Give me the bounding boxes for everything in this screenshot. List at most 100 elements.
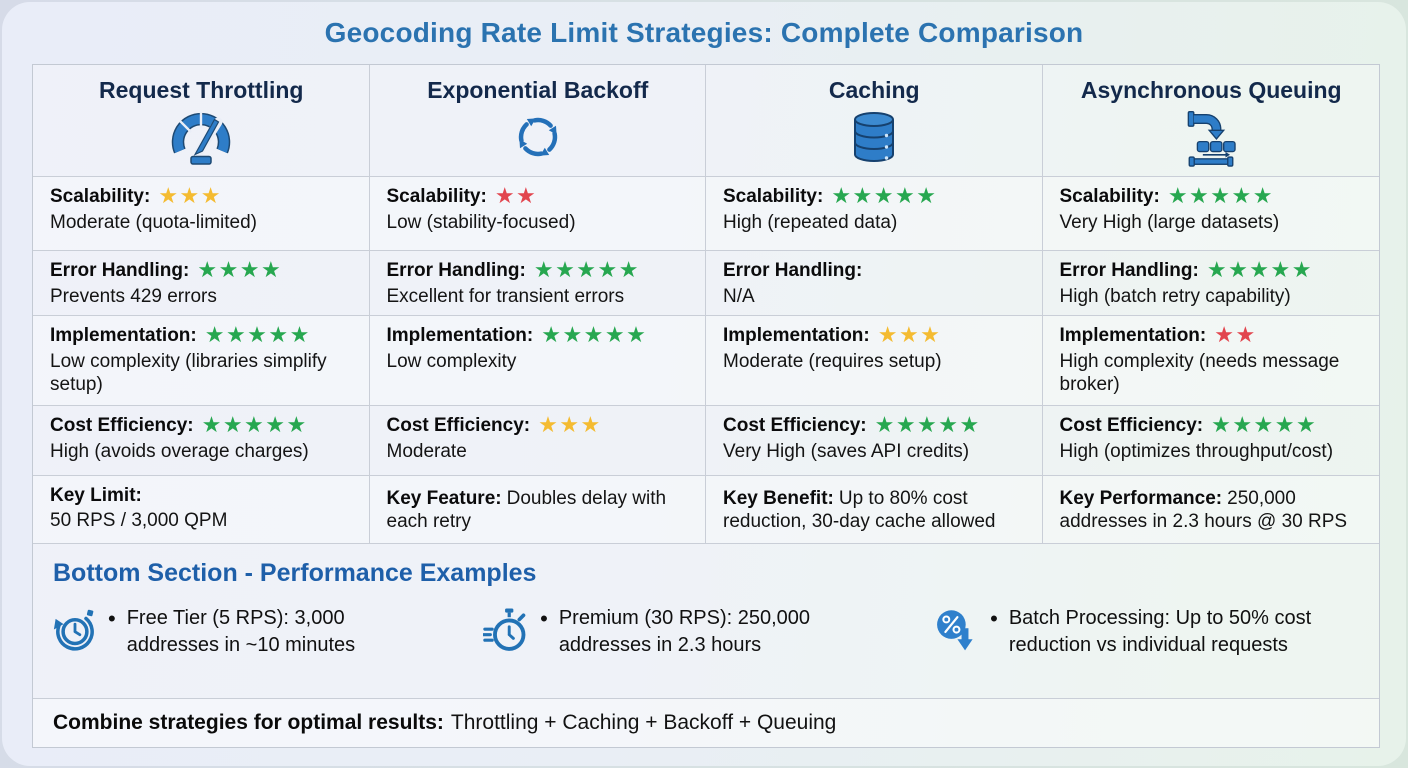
rating-cell: Cost Efficiency: ★★★★★ Very High (saves A…: [706, 406, 1043, 475]
rating-cell: Scalability: ★★★★★ High (repeated data): [706, 177, 1043, 250]
rating-description: Excellent for transient errors: [386, 286, 625, 307]
rating-cell: Implementation: ★★★★★ Low complexity (lib…: [33, 316, 370, 405]
performance-section-heading: Bottom Section - Performance Examples: [53, 559, 537, 587]
criterion-label: Cost Efficiency:: [386, 415, 531, 436]
key-fact-value: Key Performance: 250,000 addresses in 2.3…: [1059, 488, 1348, 532]
criterion-label: Error Handling:: [723, 260, 863, 281]
rating-description: High (avoids overage charges): [50, 441, 309, 462]
footer-bold-text: Combine strategies for optimal results:: [53, 711, 444, 734]
criterion-label: Cost Efficiency:: [723, 415, 867, 436]
star-rating: ★★★: [877, 322, 942, 347]
star-rating: ★★★★★: [831, 183, 938, 208]
criterion-label: Error Handling:: [386, 260, 526, 281]
table-header-row: Request Throttling Exponential Bac: [33, 65, 1379, 176]
star-rating: ★★: [494, 183, 538, 208]
star-rating: ★★★★: [197, 257, 283, 282]
table-row-cost-efficiency: Cost Efficiency: ★★★★★ High (avoids overa…: [33, 405, 1379, 475]
star-rating: ★★: [1214, 322, 1257, 347]
performance-item-text: Batch Processing: Up to 50% cost reducti…: [1008, 607, 1312, 656]
column-header-exponential-backoff: Exponential Backoff: [370, 65, 706, 176]
cycle-arrows-icon: [387, 109, 690, 165]
star-rating: ★★★★★: [1211, 412, 1318, 437]
performance-examples-section: Bottom Section - Performance Examples • …: [33, 543, 1379, 698]
star-rating: ★★★★★: [541, 322, 648, 347]
performance-items: • Free Tier (5 RPS): 3,000 addresses in …: [33, 588, 1379, 660]
rating-description: N/A: [723, 286, 755, 307]
key-fact-value: Key Feature: Doubles delay with each retr…: [386, 488, 667, 532]
rating-cell: Scalability: ★★ Low (stability-focused): [370, 177, 706, 250]
database-icon: [723, 109, 1026, 165]
key-fact-value: Key Benefit: Up to 80% cost reduction, 30…: [723, 488, 996, 532]
footer-rest-text: Throttling + Caching + Backoff + Queuing: [450, 711, 837, 734]
rating-cell: Error Handling: ★★★★★ Excellent for trans…: [370, 251, 706, 315]
key-fact-cell: Key Performance: 250,000 addresses in 2.3…: [1043, 476, 1380, 543]
rating-cell: Error Handling: N/A: [706, 251, 1043, 315]
comparison-table: Request Throttling Exponential Bac: [32, 64, 1380, 748]
criterion-label: Scalability:: [1059, 186, 1160, 207]
criterion-label: Implementation:: [386, 325, 534, 346]
performance-item-batch: • Batch Processing: Up to 50% cost reduc…: [933, 605, 1349, 660]
table-row-key-facts: Key Limit: 50 RPS / 3,000 QPM Key Featur…: [33, 475, 1379, 543]
rating-description: Prevents 429 errors: [50, 286, 217, 307]
criterion-label: Cost Efficiency:: [1059, 415, 1204, 436]
star-rating: ★★★★★: [204, 322, 311, 347]
criterion-label: Scalability:: [386, 186, 487, 207]
speedometer-icon: [50, 109, 353, 167]
column-header-asynchronous-queuing: Asynchronous Queuing: [1043, 65, 1380, 176]
rating-cell: Cost Efficiency: ★★★ Moderate: [370, 406, 706, 475]
key-fact-label: Key Limit:: [50, 485, 142, 506]
key-fact-value: 50 RPS / 3,000 QPM: [50, 510, 228, 531]
percent-discount-icon: [933, 607, 979, 660]
rating-cell: Implementation: ★★★★★ Low complexity: [370, 316, 706, 405]
column-header-request-throttling: Request Throttling: [33, 65, 370, 176]
rating-description: High (repeated data): [723, 212, 898, 233]
table-row-scalability: Scalability: ★★★ Moderate (quota-limited)…: [33, 176, 1379, 250]
star-rating: ★★★: [158, 183, 222, 208]
table-row-error-handling: Error Handling: ★★★★ Prevents 429 errors …: [33, 250, 1379, 315]
performance-item-text: Free Tier (5 RPS): 3,000 addresses in ~1…: [126, 607, 356, 656]
rating-description: Moderate: [386, 441, 467, 462]
column-title: Request Throttling: [99, 77, 304, 103]
criterion-label: Implementation:: [50, 325, 197, 346]
bullet: •: [990, 606, 998, 631]
criterion-label: Implementation:: [723, 325, 870, 346]
performance-item-text: Premium (30 RPS): 250,000 addresses in 2…: [558, 607, 811, 656]
rating-description: Low complexity (libraries simplify setup…: [50, 351, 327, 395]
rating-description: Moderate (requires setup): [723, 351, 942, 372]
retry-history-icon: [53, 607, 97, 656]
rating-cell: Cost Efficiency: ★★★★★ High (optimizes th…: [1043, 406, 1380, 475]
key-fact-cell: Key Benefit: Up to 80% cost reduction, 30…: [706, 476, 1043, 543]
rating-cell: Scalability: ★★★★★ Very High (large datas…: [1043, 177, 1380, 250]
criterion-label: Scalability:: [50, 186, 151, 207]
key-fact-label: Key Feature:: [386, 488, 502, 509]
bullet: •: [540, 606, 548, 631]
performance-item-premium: • Premium (30 RPS): 250,000 addresses in…: [481, 605, 933, 660]
key-fact-label: Key Performance:: [1059, 488, 1223, 509]
stopwatch-icon: [481, 607, 529, 660]
rating-description: High complexity (needs message broker): [1059, 351, 1340, 395]
column-title: Asynchronous Queuing: [1080, 77, 1342, 103]
rating-cell: Cost Efficiency: ★★★★★ High (avoids overa…: [33, 406, 370, 475]
rating-description: Low complexity: [386, 351, 517, 372]
rating-cell: Implementation: ★★★ Moderate (requires se…: [706, 316, 1043, 405]
star-rating: ★★★★★: [1167, 183, 1274, 208]
rating-cell: Implementation: ★★ High complexity (needs…: [1043, 316, 1380, 405]
column-title: Exponential Backoff: [427, 77, 649, 103]
key-fact-cell: Key Feature: Doubles delay with each retr…: [370, 476, 706, 543]
star-rating: ★★★: [538, 412, 602, 437]
rating-description: High (batch retry capability): [1059, 286, 1291, 307]
key-fact-cell: Key Limit: 50 RPS / 3,000 QPM: [33, 476, 370, 543]
rating-description: Very High (large datasets): [1059, 212, 1280, 233]
criterion-label: Error Handling:: [1059, 260, 1199, 281]
rating-description: High (optimizes throughput/cost): [1059, 441, 1334, 462]
star-rating: ★★★★★: [1206, 257, 1313, 282]
criterion-label: Scalability:: [723, 186, 824, 207]
criterion-label: Error Handling:: [50, 260, 190, 281]
rating-description: Very High (saves API credits): [723, 441, 970, 462]
column-header-caching: Caching: [706, 65, 1043, 176]
queue-pipeline-icon: [1060, 109, 1364, 167]
star-rating: ★★★★★: [874, 412, 981, 437]
rating-cell: Error Handling: ★★★★ Prevents 429 errors: [33, 251, 370, 315]
criterion-label: Cost Efficiency:: [50, 415, 194, 436]
